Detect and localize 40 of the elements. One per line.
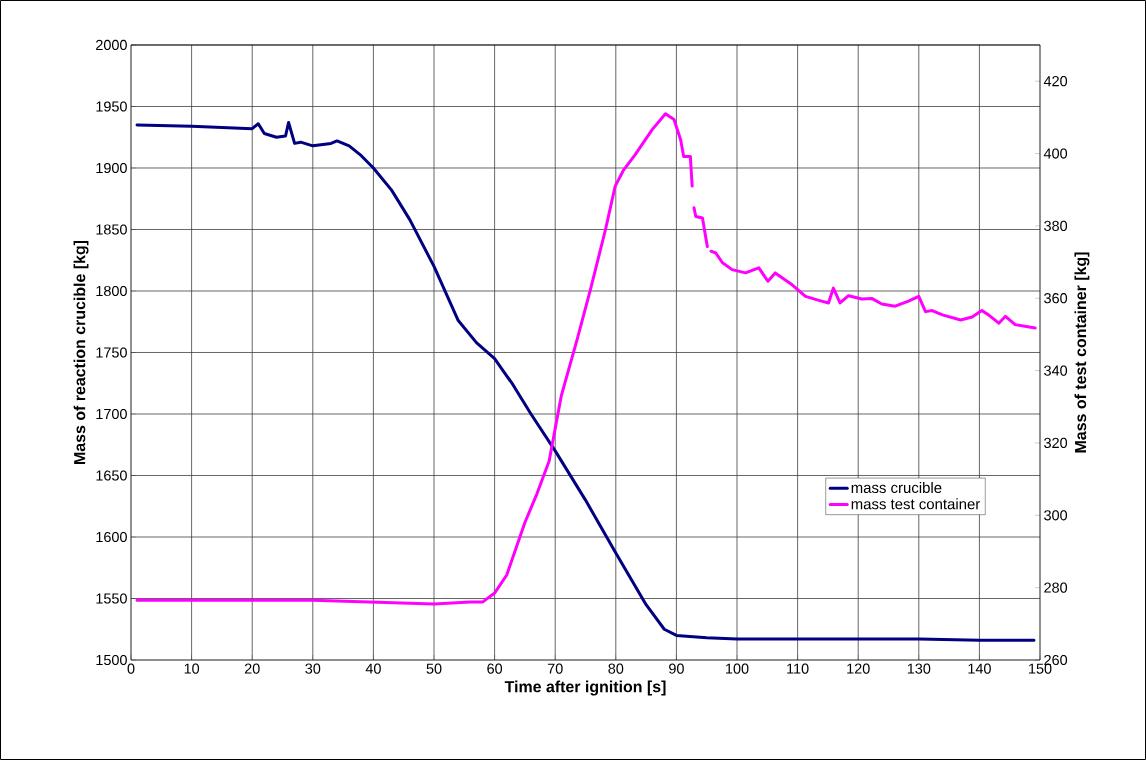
x-tick-label: 130: [907, 663, 931, 674]
x-tick-label: 70: [547, 663, 563, 674]
y-tick-label: 1950: [96, 101, 127, 112]
y-tick-label: 1900: [96, 162, 127, 174]
x-axis-title: Time after ignition [s]: [504, 680, 666, 696]
x-tick-label: 30: [305, 663, 321, 674]
x-tick-label: 80: [608, 663, 624, 674]
x-tick-label: 0: [127, 663, 135, 674]
y2-tick-label: 380: [1044, 220, 1068, 231]
y2-tick-label: 300: [1044, 510, 1068, 521]
y2-tick-label: 420: [1043, 76, 1068, 87]
y-tick-label: 1700: [96, 408, 127, 420]
y2-tick-label: 320: [1044, 437, 1068, 449]
y-tick-label: 1550: [96, 593, 127, 604]
y-tick-label: 1850: [96, 224, 127, 235]
y2-tick-label: 400: [1043, 148, 1068, 159]
x-tick-label: 20: [244, 663, 260, 674]
x-tick-label: 40: [365, 663, 381, 674]
y-axis-title: Mass of reaction crucible [kg]: [73, 240, 89, 464]
y-tick-label: 1650: [96, 470, 127, 481]
x-tick-label: 100: [726, 663, 749, 674]
x-tick-label: 50: [426, 663, 442, 674]
x-tick-label: 120: [847, 663, 870, 674]
legend-label: mass test container: [851, 498, 981, 510]
x-tick-label: 140: [968, 663, 991, 674]
legend-label: mass crucible: [851, 482, 942, 494]
y2-tick-label: 360: [1044, 293, 1068, 304]
y2-axis-title: Mass of test container [kg]: [1074, 252, 1090, 453]
y2-tick-label: 280: [1044, 582, 1068, 593]
x-tick-label: 110: [787, 663, 809, 674]
x-tick-label: 10: [184, 663, 200, 674]
y-tick-label: 2000: [96, 39, 127, 51]
x-tick-label: 90: [669, 663, 684, 674]
y2-tick-label: 260: [1044, 654, 1068, 666]
y-tick-label: 1500: [96, 654, 127, 666]
x-tick-label: 60: [487, 663, 503, 674]
y-tick-label: 1750: [96, 347, 127, 358]
y-tick-label: 1600: [96, 531, 127, 543]
y2-tick-label: 340: [1044, 365, 1068, 376]
y-tick-label: 1800: [96, 285, 127, 297]
